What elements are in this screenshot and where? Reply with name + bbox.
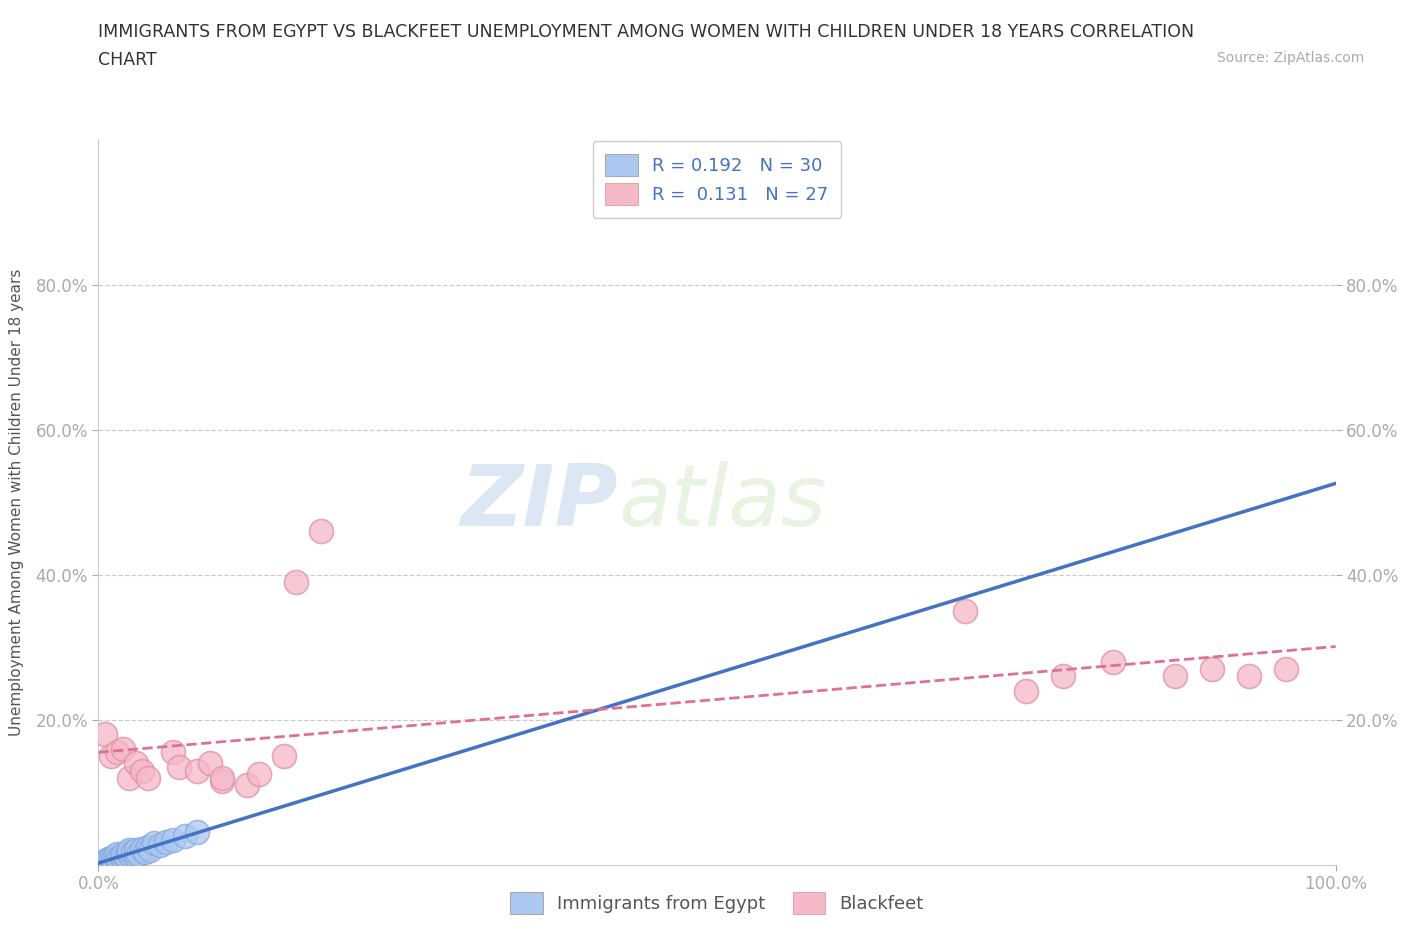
Point [100, 749, 122, 764]
Point [93, 854, 115, 869]
Point [105, 850, 128, 865]
Point [136, 840, 159, 854]
Point [309, 524, 332, 538]
Point [107, 852, 129, 867]
Point [1237, 669, 1260, 684]
Point [124, 756, 146, 771]
Text: Source: ZipAtlas.com: Source: ZipAtlas.com [1216, 51, 1364, 65]
Point [97, 852, 120, 867]
Point [1201, 661, 1223, 676]
Point [247, 766, 270, 781]
Point [1275, 661, 1298, 676]
Point [105, 846, 128, 861]
Point [162, 745, 184, 760]
Point [211, 774, 233, 789]
Point [118, 843, 141, 857]
Point [1052, 669, 1074, 684]
Point [118, 770, 141, 785]
Point [1164, 669, 1187, 684]
Point [1015, 684, 1038, 698]
Point [100, 854, 122, 869]
Point [155, 834, 177, 849]
Point [174, 829, 197, 844]
Point [103, 849, 125, 864]
Point [139, 843, 162, 857]
Point [112, 846, 135, 861]
Point [103, 852, 125, 867]
Point [127, 846, 149, 861]
Point [112, 850, 135, 865]
Point [122, 844, 145, 859]
Point [953, 604, 976, 618]
Text: atlas: atlas [619, 460, 827, 544]
Point [124, 843, 146, 857]
Point [236, 777, 259, 792]
Point [162, 832, 184, 847]
Point [124, 849, 146, 864]
Point [1102, 655, 1125, 670]
Point [131, 842, 153, 857]
Point [136, 770, 159, 785]
Point [198, 756, 221, 771]
Point [105, 745, 128, 760]
Point [117, 844, 139, 859]
Point [149, 837, 172, 852]
Point [93, 727, 115, 742]
Point [131, 764, 153, 778]
Point [167, 760, 190, 775]
Point [211, 770, 233, 785]
Point [134, 844, 156, 859]
Point [186, 764, 208, 778]
Point [118, 846, 141, 861]
Text: CHART: CHART [98, 51, 157, 69]
Point [186, 825, 208, 840]
Text: ZIP: ZIP [460, 460, 619, 544]
Legend: Immigrants from Egypt, Blackfeet: Immigrants from Egypt, Blackfeet [503, 884, 931, 921]
Point [100, 850, 122, 865]
Point [110, 849, 132, 864]
Point [285, 575, 308, 590]
Point [143, 836, 166, 851]
Point [112, 741, 135, 756]
Point [273, 749, 295, 764]
Point [114, 849, 136, 864]
Y-axis label: Unemployment Among Women with Children Under 18 years: Unemployment Among Women with Children U… [10, 269, 24, 736]
Text: IMMIGRANTS FROM EGYPT VS BLACKFEET UNEMPLOYMENT AMONG WOMEN WITH CHILDREN UNDER : IMMIGRANTS FROM EGYPT VS BLACKFEET UNEMP… [98, 23, 1195, 41]
